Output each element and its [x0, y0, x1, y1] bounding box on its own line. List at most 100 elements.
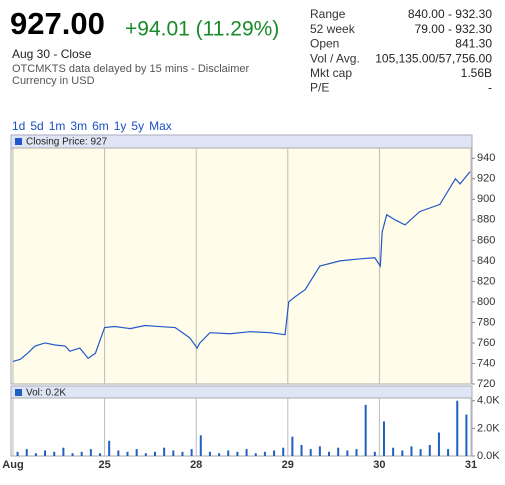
x-tick-label: 30	[373, 459, 385, 471]
y-tick-label: 900	[477, 193, 495, 205]
volume-bar	[25, 449, 28, 456]
volume-bar	[465, 414, 468, 456]
volume-bar	[263, 451, 266, 456]
volume-bar	[34, 453, 37, 456]
volume-bar	[44, 450, 47, 456]
volume-bar	[163, 447, 166, 456]
range-link[interactable]: 1d	[12, 119, 25, 133]
y-tick-label: 800	[477, 296, 495, 308]
y-tick-label: 720	[477, 378, 495, 390]
stat-value: -	[488, 81, 492, 95]
stat-value: 841.30	[455, 37, 492, 51]
volume-bar	[181, 451, 184, 456]
y-tick-label: 780	[477, 316, 495, 328]
y-tick-label: 840	[477, 255, 495, 267]
stat-label: P/E	[310, 81, 329, 95]
volume-bar	[126, 451, 129, 456]
x-tick-label: 31	[465, 459, 477, 471]
volume-bar	[346, 450, 349, 456]
volume-bar	[273, 450, 276, 456]
stat-value: 105,135.00/57,756.00	[375, 51, 492, 65]
y-tick-label: 760	[477, 337, 495, 349]
volume-bar	[309, 449, 312, 456]
volume-bar	[282, 447, 285, 456]
volume-bar	[328, 451, 331, 456]
stats: Range 840.00 - 932.30 52 week 79.00 - 932.3…	[310, 7, 492, 95]
y-tick-label: 820	[477, 275, 495, 287]
volume-bar	[108, 440, 111, 456]
y-tick-label: 920	[477, 173, 495, 185]
y-tick-label: 4.0K	[477, 395, 500, 407]
stat-value: 79.00 - 932.30	[415, 22, 493, 36]
volume-bar	[208, 451, 211, 456]
range-links: 1d 5d 1m 3m 6m 1y 5y Max	[12, 119, 172, 133]
volume-bar	[456, 400, 459, 456]
range-link[interactable]: 1m	[49, 119, 66, 133]
volume-bar	[437, 432, 440, 456]
volume-bar	[16, 451, 19, 456]
legend-strip	[10, 385, 473, 399]
stat-value: 1.56B	[461, 66, 492, 80]
stat-label: Range	[310, 7, 346, 21]
volume-bar	[53, 451, 56, 456]
volume-bar	[364, 404, 367, 456]
plot-area	[10, 147, 473, 385]
volume-bar	[144, 453, 147, 456]
volume-bar	[135, 449, 138, 456]
currency: Currency in USD	[12, 75, 95, 87]
x-tick-label: 28	[190, 459, 202, 471]
y-tick-label: 0.0K	[477, 450, 500, 462]
volume-bar	[218, 453, 221, 456]
range-link[interactable]: 1y	[114, 119, 127, 133]
y-tick-label: 880	[477, 214, 495, 226]
volume-bar	[392, 447, 395, 456]
legend-swatch	[15, 138, 22, 145]
y-tick-label: 940	[477, 152, 495, 164]
y-tick-label: 860	[477, 234, 495, 246]
legend-label: Vol: 0.2K	[26, 388, 66, 399]
stat-label: Mkt cap	[310, 66, 352, 80]
price: 927.00	[10, 6, 105, 41]
y-tick-label: 740	[477, 357, 495, 369]
range-link[interactable]: 3m	[70, 119, 87, 133]
range-link[interactable]: 5d	[30, 119, 43, 133]
y-tick-label: 2.0K	[477, 422, 500, 434]
stat-value: 840.00 - 932.30	[408, 7, 492, 21]
range-link[interactable]: 5y	[131, 119, 144, 133]
volume-bar	[199, 435, 202, 456]
volume-bar	[99, 453, 102, 456]
x-tick-label: 29	[282, 459, 294, 471]
volume-bar	[382, 421, 385, 456]
volume-bar	[355, 449, 358, 456]
volume-bar	[419, 449, 422, 456]
volume-bar	[337, 447, 340, 456]
volume-bar	[447, 449, 450, 456]
price-line	[12, 171, 471, 363]
price-change: +94.01 (11.29%)	[125, 18, 279, 41]
stat-label: 52 week	[310, 22, 356, 36]
close-date: Aug 30 - Close	[12, 47, 92, 61]
stat-label: Vol / Avg.	[310, 51, 360, 65]
volume-bar	[227, 450, 230, 456]
volume-bar	[172, 450, 175, 456]
chart: 720 740 760 780 800 820 840 860 880 900 920 940 Clos…	[2, 134, 500, 471]
disclaimer: OTCMKTS data delayed by 15 mins - Discla…	[12, 63, 250, 75]
volume-bar	[71, 453, 74, 456]
plot-area	[10, 397, 473, 457]
range-link[interactable]: 6m	[92, 119, 109, 133]
stat-label: Open	[310, 37, 339, 51]
volume-bar	[410, 446, 413, 456]
volume-bar	[117, 450, 120, 456]
x-tick-label: Aug	[2, 459, 23, 471]
volume-bar	[428, 444, 431, 456]
range-link[interactable]: Max	[149, 119, 172, 133]
volume-bar	[300, 444, 303, 456]
volume-bar	[291, 436, 294, 456]
volume-bar	[254, 453, 257, 456]
volume-bar	[373, 451, 376, 456]
volume-bar	[153, 451, 156, 456]
volume-bar	[80, 451, 83, 456]
volume-bar	[318, 446, 321, 456]
x-tick-label: 25	[98, 459, 110, 471]
